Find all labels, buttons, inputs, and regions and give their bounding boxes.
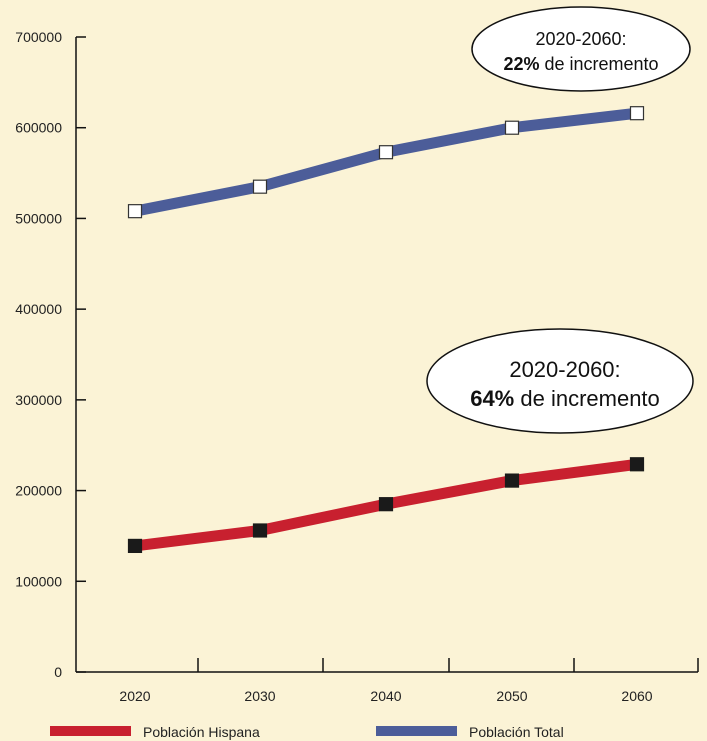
y-tick-label: 400000 — [15, 301, 62, 317]
x-tick-label: 2050 — [496, 688, 527, 704]
y-tick-label: 100000 — [15, 573, 62, 589]
data-point — [629, 106, 645, 121]
annotation-percent: 64% — [470, 386, 514, 411]
x-tick-label: 2020 — [119, 688, 150, 704]
x-tick-label: 2040 — [370, 688, 401, 704]
data-point — [127, 204, 143, 219]
data-point — [127, 538, 143, 554]
legend-swatch — [376, 726, 457, 736]
data-point — [629, 457, 645, 472]
annotation-total-increase: 2020-2060: 22% de incremento — [471, 6, 691, 92]
series-line — [133, 107, 638, 217]
legend-label: Población Hispana — [143, 724, 260, 740]
annotation-line1: 2020-2060: — [535, 29, 626, 49]
annotation-line2: 22% de incremento — [503, 54, 658, 74]
annotation-bubble — [426, 328, 694, 434]
y-tick-label: 600000 — [15, 120, 62, 136]
annotation-bubble — [471, 6, 691, 92]
x-tick-label: 2030 — [244, 688, 275, 704]
y-tick-label: 0 — [54, 664, 62, 680]
annotation-hispanic-increase: 2020-2060: 64% de incremento — [426, 328, 694, 434]
data-point — [252, 523, 268, 538]
y-tick-label: 700000 — [15, 29, 62, 45]
annotation-line1: 2020-2060: — [509, 357, 620, 382]
x-tick-label: 2060 — [621, 688, 652, 704]
legend: Población Hispana Población Total — [50, 724, 564, 740]
data-point — [252, 179, 268, 194]
y-tick-label: 500000 — [15, 210, 62, 226]
legend-swatch — [50, 726, 131, 736]
annotation-suffix: de incremento — [514, 386, 660, 411]
annotation-suffix: de incremento — [539, 54, 658, 74]
series-total — [127, 106, 645, 219]
series-hispanic — [127, 457, 645, 554]
annotation-percent: 22% — [503, 54, 539, 74]
data-point — [378, 497, 394, 512]
series-layer — [127, 106, 645, 554]
annotation-line2: 64% de incremento — [470, 386, 660, 411]
data-point — [504, 473, 520, 488]
data-point — [504, 120, 520, 135]
y-tick-label: 300000 — [15, 392, 62, 408]
legend-label: Población Total — [469, 724, 564, 740]
axes: 0 100000 200000 300000 400000 500000 600000 700… — [15, 29, 699, 704]
y-tick-label: 200000 — [15, 483, 62, 499]
data-point — [378, 145, 394, 160]
